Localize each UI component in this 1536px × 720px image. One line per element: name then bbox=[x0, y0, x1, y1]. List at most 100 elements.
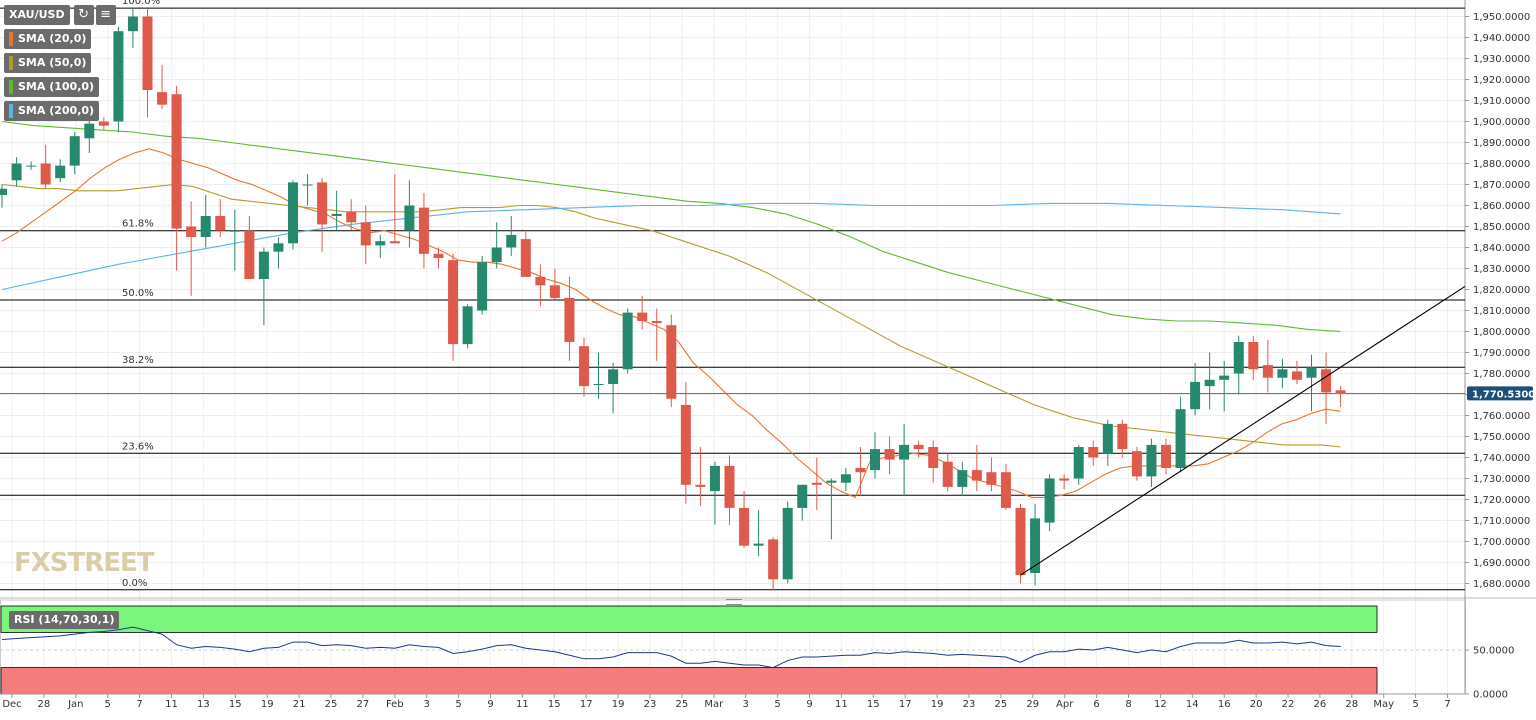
price-tick-label: 1,680.0000 bbox=[1473, 579, 1530, 590]
candle-body bbox=[404, 205, 415, 231]
grid bbox=[0, 0, 1536, 695]
candle-body bbox=[127, 16, 138, 32]
candle-body bbox=[957, 470, 968, 487]
candle-body bbox=[637, 312, 648, 321]
symbol-label[interactable]: XAU/USD bbox=[4, 4, 70, 25]
symbol-toolbar: XAU/USD ↻ ≡ bbox=[4, 4, 116, 25]
candle-body bbox=[171, 94, 182, 229]
candle bbox=[986, 457, 997, 492]
price-tick-label: 1,710.0000 bbox=[1473, 516, 1530, 527]
candle-body bbox=[1088, 447, 1099, 458]
sma-lines bbox=[1, 120, 1341, 499]
candle bbox=[477, 255, 488, 315]
candle bbox=[1233, 335, 1244, 395]
candle-body bbox=[55, 165, 66, 179]
candle-body bbox=[782, 507, 793, 580]
candle-body bbox=[433, 253, 444, 258]
x-tick-label: 15 bbox=[548, 699, 561, 710]
candle-body bbox=[1102, 423, 1113, 454]
x-tick-label: Jan bbox=[67, 699, 83, 710]
candle bbox=[215, 199, 226, 237]
x-tick-label: 3 bbox=[424, 699, 430, 710]
candle-body bbox=[1044, 478, 1055, 523]
candle-body bbox=[113, 31, 124, 122]
candle bbox=[826, 478, 837, 540]
indicators-icon[interactable]: ≡ bbox=[95, 4, 116, 25]
refresh-icon[interactable]: ↻ bbox=[73, 4, 94, 25]
last-price-label: 1,770.5300 bbox=[1472, 389, 1535, 400]
legend-label: SMA (100,0) bbox=[18, 79, 95, 93]
x-tick-label: 19 bbox=[261, 699, 274, 710]
x-tick-label: 28 bbox=[38, 699, 51, 710]
candle-body bbox=[1015, 507, 1026, 576]
candle-body bbox=[1146, 444, 1157, 477]
candle bbox=[418, 192, 429, 269]
candle-body bbox=[1248, 342, 1259, 370]
price-tick-label: 1,700.0000 bbox=[1473, 537, 1530, 548]
candle-body bbox=[186, 226, 197, 237]
fxstreet-watermark: FXSTREET bbox=[14, 548, 155, 578]
legend-label: SMA (20,0) bbox=[18, 31, 87, 45]
rsi-oversold-zone bbox=[0, 667, 1378, 695]
candle-body bbox=[680, 405, 691, 485]
fib-label: 0.0% bbox=[122, 578, 147, 589]
rsi-zones bbox=[0, 605, 1465, 695]
candle bbox=[1335, 386, 1346, 408]
candle bbox=[520, 230, 531, 277]
candle bbox=[1088, 440, 1099, 466]
rsi-tick-label: 0.0000 bbox=[1473, 690, 1508, 701]
price-tick-label: 1,940.0000 bbox=[1473, 33, 1530, 44]
candle-body bbox=[622, 312, 633, 370]
candle-body bbox=[709, 465, 720, 492]
price-tick-label: 1,930.0000 bbox=[1473, 54, 1530, 65]
candle-body bbox=[549, 285, 560, 298]
candle bbox=[302, 174, 313, 206]
price-tick-label: 1,950.0000 bbox=[1473, 12, 1530, 23]
rsi-tick-label: 50.0000 bbox=[1473, 646, 1514, 657]
candle-body bbox=[1073, 447, 1084, 479]
candle-body bbox=[317, 182, 328, 225]
candle-body bbox=[1131, 451, 1142, 477]
pane-resize-handle[interactable] bbox=[726, 599, 742, 605]
x-tick-label: 11 bbox=[516, 699, 529, 710]
candle bbox=[753, 510, 764, 557]
candle-body bbox=[491, 247, 502, 263]
x-tick-label: Feb bbox=[386, 699, 404, 710]
x-tick-label: 19 bbox=[931, 699, 944, 710]
legend-item-sma200[interactable]: SMA (200,0) bbox=[4, 100, 116, 121]
candle-body bbox=[1321, 369, 1332, 393]
legend-item-sma50[interactable]: SMA (50,0) bbox=[4, 52, 116, 73]
fib-label: 38.2% bbox=[122, 355, 154, 366]
candle bbox=[433, 247, 444, 269]
candle bbox=[942, 453, 953, 492]
candle bbox=[404, 180, 415, 248]
candle-body bbox=[1161, 444, 1171, 468]
axes: 1,680.0000 1,690.0000 1,700.0000 1,710.0000… bbox=[0, 12, 1535, 710]
legend-item-sma100[interactable]: SMA (100,0) bbox=[4, 76, 116, 97]
x-tick-label: 22 bbox=[1282, 699, 1295, 710]
candle bbox=[375, 234, 386, 258]
sma200-line bbox=[1, 202, 1341, 291]
x-tick-label: 14 bbox=[1186, 699, 1199, 710]
candle-body bbox=[1175, 409, 1186, 468]
x-tick-label: 25 bbox=[676, 699, 689, 710]
candle-body bbox=[200, 216, 211, 237]
x-tick-label: 25 bbox=[325, 699, 338, 710]
candle-body bbox=[229, 230, 240, 232]
candle-body bbox=[244, 230, 255, 279]
x-tick-label: 28 bbox=[1345, 699, 1358, 710]
candle bbox=[258, 247, 269, 326]
x-tick-label: 15 bbox=[867, 699, 880, 710]
legend-label: SMA (200,0) bbox=[18, 103, 95, 117]
legend-swatch bbox=[9, 55, 13, 70]
legend-item-sma20[interactable]: SMA (20,0) bbox=[4, 28, 116, 49]
x-tick-label: 9 bbox=[487, 699, 493, 710]
price-tick-label: 1,690.0000 bbox=[1473, 558, 1530, 569]
candle-body bbox=[739, 507, 750, 546]
candle-body bbox=[84, 123, 95, 139]
fib-label: 23.6% bbox=[122, 441, 154, 452]
candle bbox=[928, 440, 939, 483]
rsi-label[interactable]: RSI (14,70,30,1) bbox=[9, 611, 120, 629]
candle-body bbox=[593, 384, 604, 385]
